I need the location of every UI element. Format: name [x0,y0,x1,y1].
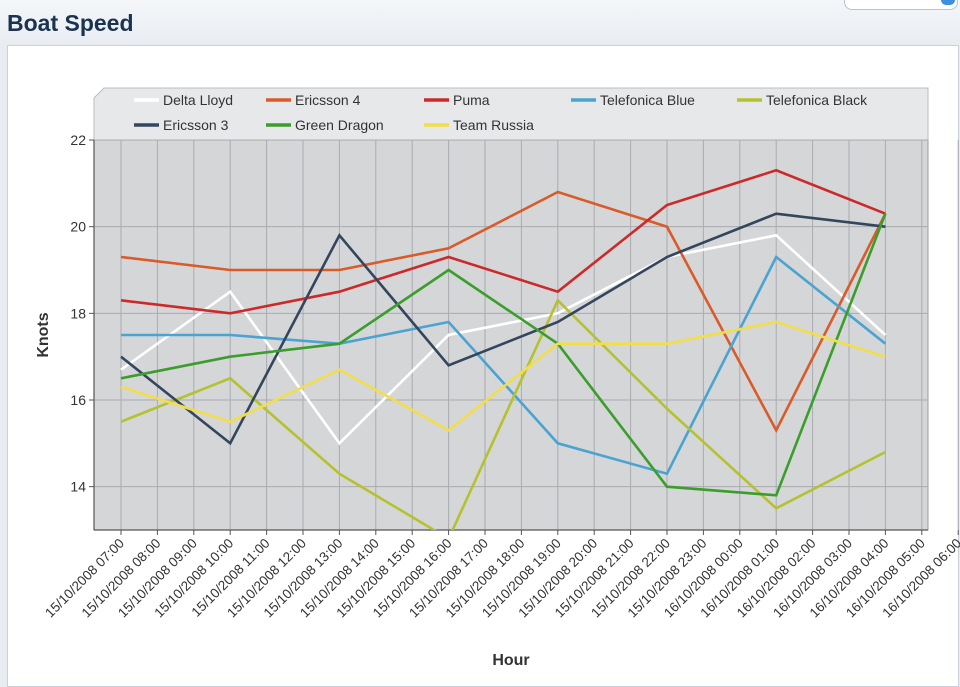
y-axis-title: Knots [35,312,52,357]
series-line[interactable] [120,298,886,538]
panel-title: Boat Speed [7,10,134,36]
header-strip [0,0,960,44]
series-line[interactable] [120,233,887,446]
legend-label[interactable]: Ericsson 4 [295,92,361,108]
series-line[interactable] [121,254,887,476]
series-line[interactable] [120,190,887,434]
legend-label[interactable]: Green Dragon [295,117,384,133]
legend-label[interactable]: Delta Lloyd [163,92,233,108]
y-tick-label: 14 [70,479,86,495]
legend-label[interactable]: Telefonica Black [766,92,868,108]
y-tick-label: 16 [70,392,86,408]
series-line[interactable] [120,168,886,315]
series-line[interactable] [120,212,886,446]
legend-label[interactable]: Ericsson 3 [163,117,229,133]
legend-label[interactable]: Puma [453,92,490,108]
y-tick-label: 18 [70,305,86,321]
legend-label[interactable]: Team Russia [453,117,534,133]
legend-label[interactable]: Telefonica Blue [600,92,695,108]
x-axis-title: Hour [492,652,529,669]
y-tick-label: 22 [70,132,86,148]
series-line[interactable] [120,213,887,497]
toggle-knob[interactable] [941,0,955,5]
series-line[interactable] [120,320,886,432]
y-tick-label: 20 [70,219,86,235]
